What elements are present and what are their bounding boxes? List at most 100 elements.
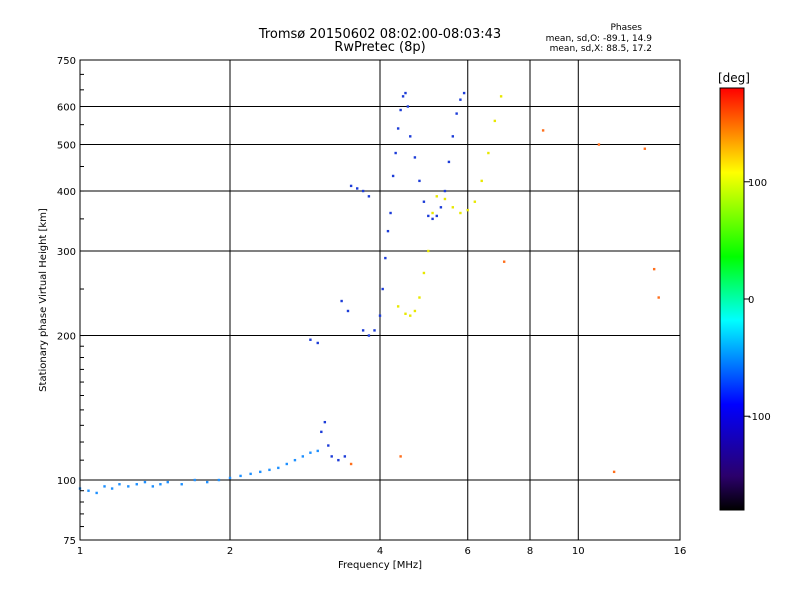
data-point: [404, 91, 407, 95]
colorbar-label: [deg]: [718, 71, 750, 85]
data-point: [361, 329, 365, 332]
x-tick-label: 10: [572, 546, 585, 557]
data-point: [493, 119, 497, 123]
y-tick-label: 200: [57, 332, 76, 343]
data-point: [418, 296, 421, 299]
data-point: [443, 189, 447, 193]
data-point: [330, 455, 333, 458]
data-point: [473, 200, 477, 203]
data-point: [422, 200, 426, 203]
data-point: [110, 487, 114, 490]
data-point: [487, 151, 490, 155]
data-point: [367, 334, 371, 337]
y-tick-label: 100: [57, 476, 76, 487]
data-point: [166, 480, 169, 484]
data-point: [259, 470, 262, 474]
data-point: [386, 229, 390, 233]
data-point: [502, 260, 506, 263]
y-tick-label: 750: [57, 56, 76, 67]
data-point: [381, 287, 384, 291]
scatter-points: [78, 91, 660, 495]
data-point: [320, 430, 323, 434]
data-point: [409, 314, 412, 317]
data-point: [418, 179, 421, 183]
data-point: [422, 271, 426, 275]
chart-subtitle: RwPretec (8p): [334, 40, 426, 55]
data-point: [541, 129, 545, 132]
data-point: [406, 105, 410, 108]
data-point: [143, 480, 147, 484]
data-point: [597, 143, 601, 146]
data-point: [118, 483, 121, 486]
data-point: [193, 478, 197, 482]
data-point: [401, 95, 405, 98]
data-point: [346, 309, 350, 313]
data-point: [459, 211, 462, 215]
colorbar-ticks: 100 0 -100: [744, 178, 771, 423]
data-point: [451, 206, 455, 209]
data-point: [439, 206, 443, 209]
data-point: [451, 135, 455, 138]
data-point: [367, 195, 371, 198]
y-tick-label: 500: [57, 141, 76, 152]
colorbar-tick-label: -100: [748, 412, 771, 423]
data-point: [323, 420, 327, 424]
data-point: [409, 135, 412, 138]
data-point: [217, 478, 221, 482]
colorbar-gradient: [719, 87, 745, 511]
data-point: [95, 491, 98, 495]
data-point: [396, 305, 400, 308]
data-point: [249, 472, 252, 476]
data-point: [151, 485, 155, 488]
x-tick-label: 1: [77, 546, 83, 557]
data-point: [316, 341, 319, 345]
data-point: [413, 309, 417, 313]
data-point: [435, 195, 438, 198]
x-tick-label: 6: [465, 546, 471, 557]
y-tick-label: 600: [57, 103, 76, 114]
data-point: [394, 151, 397, 155]
data-point: [205, 480, 209, 484]
data-point: [447, 160, 451, 164]
data-point: [343, 455, 347, 458]
data-point: [349, 462, 353, 466]
y-tick-label: 300: [57, 247, 76, 258]
data-point: [427, 214, 430, 218]
data-point: [466, 208, 469, 212]
data-point: [239, 474, 242, 478]
data-point: [228, 476, 232, 480]
grid-lines: [80, 60, 680, 540]
y-tick-label: 75: [63, 536, 76, 547]
colorbar-tick-label: 0: [748, 295, 754, 306]
data-point: [459, 98, 462, 101]
data-point: [349, 184, 353, 188]
x-tick-label: 4: [377, 546, 383, 557]
data-point: [499, 95, 503, 98]
y-axis-ticks: 75 100 200 300 400 500 600 750: [57, 56, 84, 547]
data-point: [443, 197, 447, 201]
x-tick-label: 16: [674, 546, 687, 557]
data-point: [455, 112, 458, 115]
data-point: [427, 249, 430, 253]
data-point: [373, 329, 376, 332]
x-tick-label: 2: [227, 546, 233, 557]
data-point: [399, 108, 402, 112]
chart-title: Tromsø 20150602 08:02:00-08:03:43: [258, 27, 502, 42]
data-point: [431, 217, 434, 221]
data-point: [309, 338, 312, 341]
data-point: [159, 483, 162, 486]
data-point: [361, 189, 365, 193]
data-point: [285, 462, 288, 466]
data-point: [309, 451, 312, 454]
data-point: [384, 256, 387, 260]
data-point: [268, 468, 271, 472]
data-point: [180, 483, 183, 486]
data-point: [277, 466, 280, 470]
data-point: [355, 187, 359, 190]
y-tick-label: 400: [57, 187, 76, 198]
data-point: [391, 174, 395, 178]
data-point: [413, 156, 417, 159]
data-point: [340, 299, 343, 303]
data-point: [399, 455, 402, 458]
